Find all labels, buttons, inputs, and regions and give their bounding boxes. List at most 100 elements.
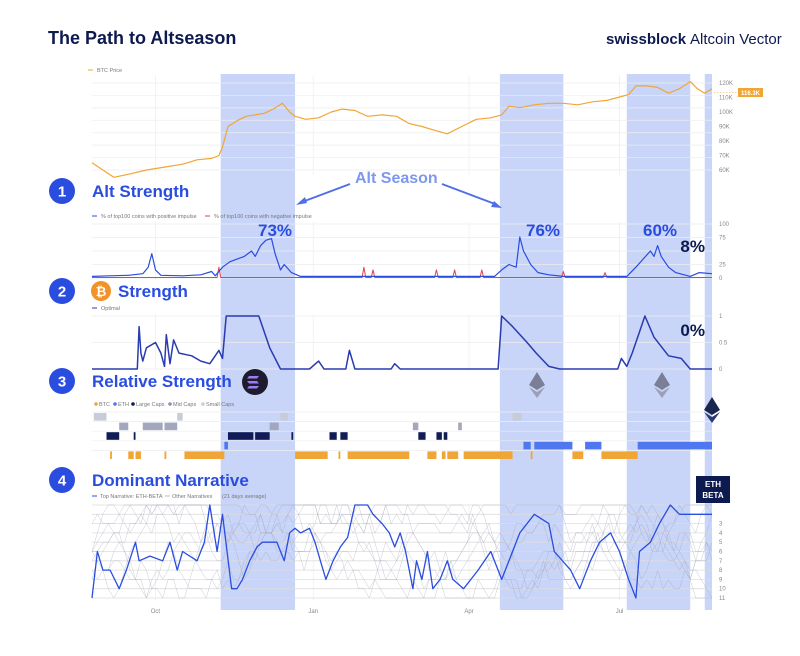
svg-text:BTC Price: BTC Price	[97, 68, 122, 74]
ethereum-icon	[704, 397, 720, 423]
relative-strength-segment-btc	[427, 451, 437, 459]
ethereum-icon	[529, 372, 545, 398]
relative-strength-segment-btc	[110, 451, 112, 459]
y-tick-label: 6	[719, 550, 723, 556]
y-tick-label: 90K	[719, 125, 730, 131]
section-title: Strength	[118, 282, 188, 301]
narrative-legend: Top Narrative: ETH-BETA Other Narratives…	[92, 494, 266, 500]
step-badge-3	[49, 368, 75, 394]
callout-73: 73%	[258, 221, 292, 240]
relative-strength-segment-small-caps	[512, 413, 522, 421]
svg-text:BETA: BETA	[702, 491, 723, 500]
y-tick-label: 0	[719, 367, 723, 373]
svg-text:1: 1	[58, 184, 66, 201]
relative-strength-segment-eth	[523, 441, 531, 450]
alt-season-band	[704, 74, 712, 610]
relative-strength-segment-large-caps	[227, 432, 254, 440]
y-tick-label: 75	[719, 236, 726, 242]
y-tick-label: 25	[719, 263, 726, 269]
section-4-header: 4 Dominant Narrative	[49, 467, 249, 493]
y-tick-label: 120K	[719, 81, 733, 87]
y-tick-label: 0	[719, 276, 723, 282]
svg-text:ETH: ETH	[118, 402, 129, 408]
svg-text:4: 4	[58, 473, 67, 490]
svg-text:₿: ₿	[96, 285, 107, 300]
y-tick-label: 60K	[719, 168, 730, 174]
relative-strength-segment-eth	[637, 441, 712, 450]
y-tick-label: 8	[719, 568, 723, 574]
gridlines	[92, 75, 712, 600]
y-tick-label: 5	[719, 540, 723, 546]
y-tick-label: 100	[719, 222, 730, 228]
relative-strength-segment-mid-caps	[458, 422, 462, 431]
y-tick-label: 1	[719, 314, 723, 320]
relative-strength-segment-mid-caps	[412, 422, 419, 431]
x-tick-label: Oct	[151, 609, 161, 615]
other-narrative-line	[91, 504, 713, 589]
relative-strength-segment-mid-caps	[119, 422, 129, 431]
svg-text:% of top100 coins with positiv: % of top100 coins with positive impulse	[101, 214, 197, 220]
step-badge-1	[49, 178, 75, 204]
section-3-header: 3 Relative Strength	[49, 368, 268, 395]
svg-text:3: 3	[58, 374, 66, 391]
relative-strength-segment-small-caps	[177, 413, 183, 421]
y-tick-label: 70K	[719, 154, 730, 160]
relative-strength-segment-btc	[164, 451, 167, 459]
relative-strength-segment-btc	[338, 451, 341, 459]
btc-strength-line	[92, 315, 712, 370]
y-tick-label: 11	[719, 596, 726, 602]
y-tick-label: 0.5	[719, 341, 728, 347]
bitcoin-icon: ₿	[91, 281, 111, 301]
relative-strength-segment-btc	[447, 451, 459, 459]
svg-text:% of top100 coins with negativ: % of top100 coins with negative impulse	[214, 214, 312, 220]
x-tick-label: Apr	[464, 609, 473, 615]
section-1-header: 1 Alt Strength	[49, 178, 189, 204]
relative-strength-segment-eth	[224, 441, 228, 450]
btc-price-line	[91, 80, 713, 178]
svg-text:ETH: ETH	[705, 480, 721, 489]
svg-text:Small Caps: Small Caps	[206, 402, 234, 408]
relative-strength-legend: BTC ETH Large Caps Mid Caps Small Caps	[94, 402, 234, 408]
y-tick-label: 4	[719, 531, 723, 537]
relative-strength-segment-btc	[463, 451, 513, 459]
relative-strength-segment-large-caps	[106, 432, 120, 440]
svg-text:Optimal: Optimal	[101, 306, 120, 312]
alt-season-band	[220, 74, 296, 610]
y-tick-label: 80K	[719, 139, 730, 145]
alt-season-bands	[220, 74, 712, 610]
y-tick-label: 100K	[719, 110, 733, 116]
current-price-label: 116.3K	[714, 88, 763, 97]
section-title: Alt Strength	[92, 182, 189, 201]
solana-icon	[242, 369, 268, 395]
alt-season-arrows	[296, 183, 502, 208]
relative-strength-segment-btc	[184, 451, 225, 459]
other-narrative-line	[92, 504, 713, 589]
top-narrative-line	[91, 504, 712, 599]
relative-strength-segment-large-caps	[291, 432, 294, 440]
step-badge-4	[49, 467, 75, 493]
relative-strength-segment-large-caps	[418, 432, 426, 440]
svg-text:Top Narrative: ETH-BETA: Top Narrative: ETH-BETA	[100, 494, 163, 500]
y-tick-label: 3	[719, 522, 723, 528]
relative-strength-segment-btc	[601, 451, 638, 459]
relative-strength-segment-btc	[295, 451, 328, 459]
relative-strength-segment-small-caps	[93, 413, 107, 421]
y-tick-label: 10	[719, 587, 726, 593]
svg-text:2: 2	[58, 284, 66, 301]
alt-season-band	[499, 74, 564, 610]
section-title: Dominant Narrative	[92, 471, 249, 490]
alt-season-label: Alt Season	[355, 170, 438, 187]
relative-strength-segment-large-caps	[443, 432, 448, 440]
x-tick-label: Jan	[308, 609, 318, 615]
callout-76: 76%	[526, 221, 560, 240]
btc-strength-legend: Optimal	[92, 306, 120, 312]
relative-strength-segment-large-caps	[329, 432, 337, 440]
relative-strength-segment-mid-caps	[142, 422, 163, 431]
relative-strength-segment-btc	[128, 451, 134, 459]
page-title: The Path to Altseason	[48, 28, 236, 48]
svg-text:Large Caps: Large Caps	[136, 402, 165, 408]
svg-text:(21 days average): (21 days average)	[222, 494, 266, 500]
relative-strength-segment-small-caps	[280, 413, 288, 421]
relative-strength-segment-large-caps	[255, 432, 270, 440]
